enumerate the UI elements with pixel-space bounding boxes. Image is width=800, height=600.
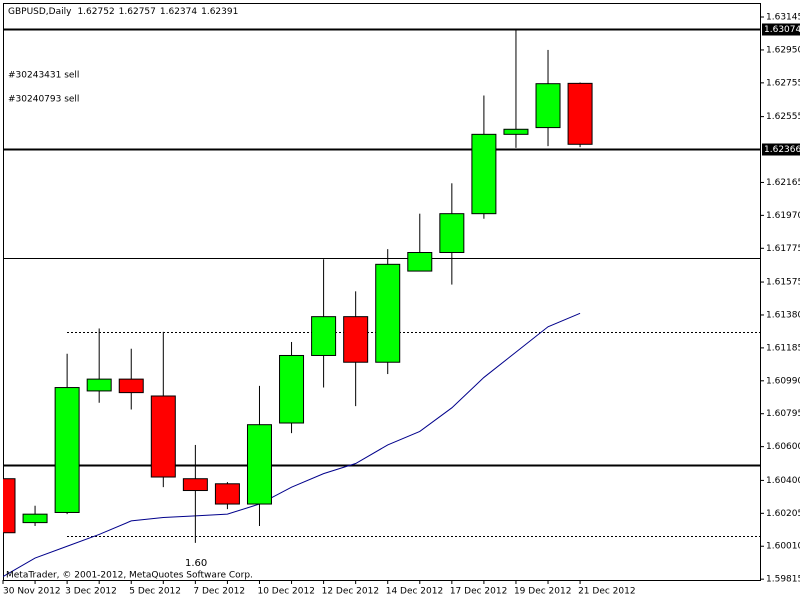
y-tick-label: 1.62755 (766, 78, 800, 88)
candle-body (279, 354, 305, 424)
y-tick-label: 1.60400 (766, 476, 800, 486)
y-tick-label: 1.60600 (766, 442, 800, 452)
y-tick-label: 1.62165 (766, 178, 800, 188)
y-tick-label: 1.61970 (766, 211, 800, 221)
x-tick-label: 14 Dec 2012 (386, 587, 444, 597)
y-tick-label: 1.60795 (766, 409, 800, 419)
symbol: GBPUSD,Daily (8, 7, 72, 17)
candle-body (343, 316, 369, 363)
candle-body (407, 252, 433, 272)
plot-area (3, 28, 760, 578)
candle-body (503, 128, 529, 135)
y-tick-label: 1.62555 (766, 112, 800, 122)
level-tag-label: 1.62366 (764, 145, 800, 155)
y-tick-label: 1.60010 (766, 542, 800, 552)
ohlc-low: 1.62374 (160, 7, 197, 17)
x-tick-label: 12 Dec 2012 (322, 587, 380, 597)
y-tick-label: 1.61185 (766, 343, 800, 353)
level-note: 1.60 (185, 558, 207, 569)
candle-body (535, 83, 561, 129)
candle-body (182, 478, 208, 492)
level-tag-label: 1.63074 (764, 25, 800, 35)
x-tick-label: 3 Dec 2012 (65, 587, 117, 597)
y-tick-label: 1.61575 (766, 278, 800, 288)
candle-body (54, 387, 80, 513)
ohlc-high: 1.62757 (119, 7, 156, 17)
candle-body (118, 378, 144, 394)
candle-body (246, 424, 272, 505)
candle-body (311, 316, 337, 356)
candle-body (22, 513, 48, 524)
candle-body (567, 82, 593, 145)
candle-body (86, 378, 112, 392)
moving-average (3, 312, 581, 578)
level-tag (762, 23, 800, 36)
candle-body (214, 483, 240, 505)
candle-body (150, 395, 176, 478)
level-tag (762, 143, 800, 156)
candle-body (439, 213, 465, 254)
copyright: MetaTrader, © 2001-2012, MetaQuotes Soft… (6, 571, 253, 581)
x-tick-label: 17 Dec 2012 (450, 587, 508, 597)
x-tick-label: 7 Dec 2012 (193, 587, 245, 597)
x-tick-label: 30 Nov 2012 (3, 587, 61, 597)
ohlc-open: 1.62752 (77, 7, 114, 17)
y-tick-label: 1.59815 (766, 575, 800, 585)
y-tick-label: 1.62950 (766, 45, 800, 55)
candle-body (375, 263, 401, 363)
y-tick-label: 1.63145 (766, 13, 800, 23)
order-label: #30240793 sell (8, 95, 79, 105)
x-tick-label: 10 Dec 2012 (257, 587, 315, 597)
y-tick-label: 1.60990 (766, 376, 800, 386)
candle-body (3, 478, 16, 534)
y-tick-label: 1.61775 (766, 244, 800, 254)
plot-frame (3, 3, 761, 581)
x-tick-label: 19 Dec 2012 (514, 587, 572, 597)
x-tick-label: 5 Dec 2012 (129, 587, 181, 597)
y-tick-label: 1.61380 (766, 310, 800, 320)
candle-body (471, 133, 497, 215)
chart-title: GBPUSD,Daily 1.62752 1.62757 1.62374 1.62391 (8, 7, 238, 17)
x-tick-label: 21 Dec 2012 (578, 587, 636, 597)
ohlc-close: 1.62391 (201, 7, 238, 17)
order-label: #30243431 sell (8, 71, 79, 81)
y-tick-label: 1.60205 (766, 509, 800, 519)
